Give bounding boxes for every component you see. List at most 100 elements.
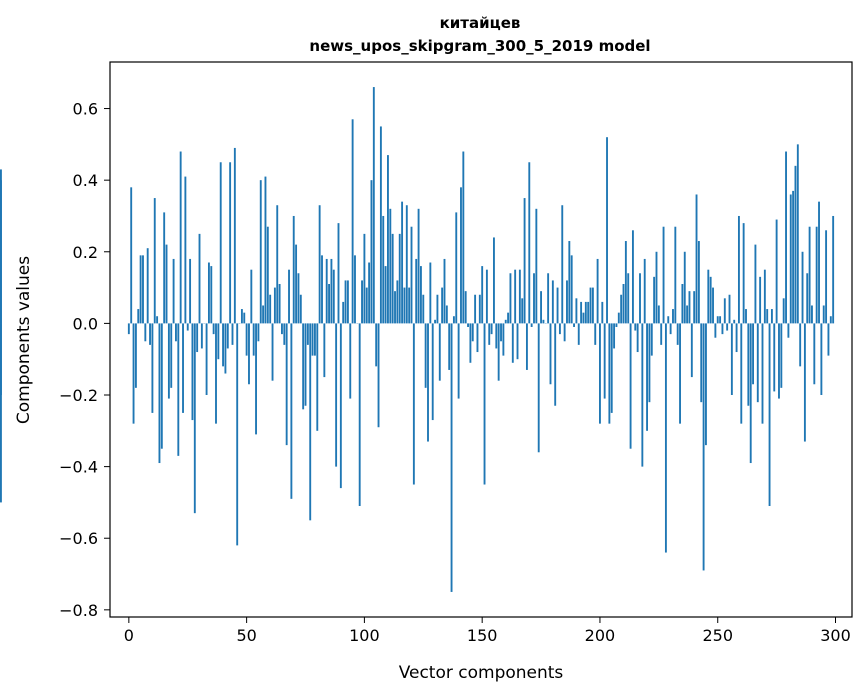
bar bbox=[415, 258, 418, 324]
bar bbox=[368, 262, 371, 324]
y-tick-label: 0.0 bbox=[73, 314, 98, 333]
bar bbox=[815, 226, 818, 324]
bar bbox=[587, 301, 590, 324]
x-axis-ticks: 0 50 100 150 200 250 300 bbox=[124, 617, 851, 645]
bar bbox=[716, 316, 719, 324]
bar bbox=[321, 255, 323, 324]
bar bbox=[775, 219, 778, 324]
bar bbox=[667, 316, 670, 324]
bar bbox=[127, 323, 130, 335]
bar bbox=[422, 294, 425, 324]
bar bbox=[756, 323, 759, 403]
bar bbox=[485, 269, 488, 324]
bar bbox=[528, 162, 531, 324]
bar bbox=[662, 226, 665, 324]
bar bbox=[299, 294, 302, 324]
bar bbox=[707, 269, 710, 324]
bar bbox=[540, 291, 542, 324]
bar bbox=[650, 323, 653, 356]
bar bbox=[177, 323, 180, 456]
bar bbox=[770, 309, 773, 324]
bar bbox=[358, 323, 361, 506]
bar bbox=[742, 223, 745, 324]
bar bbox=[749, 323, 752, 464]
bar bbox=[547, 273, 550, 324]
bar bbox=[281, 323, 283, 335]
bar bbox=[634, 323, 637, 331]
bar bbox=[434, 319, 436, 324]
bar bbox=[295, 244, 298, 324]
bar bbox=[160, 323, 163, 449]
bar bbox=[782, 298, 785, 324]
bar bbox=[306, 323, 309, 345]
bar bbox=[252, 323, 255, 356]
x-tick-label: 100 bbox=[349, 626, 380, 645]
bar bbox=[566, 280, 568, 324]
bar bbox=[354, 255, 356, 324]
y-tick-label: −0.4 bbox=[59, 458, 98, 477]
bar bbox=[163, 212, 166, 324]
bar bbox=[165, 244, 168, 324]
bar bbox=[596, 258, 599, 324]
bar bbox=[346, 280, 349, 324]
bar bbox=[224, 323, 227, 374]
bar bbox=[822, 305, 825, 324]
bar bbox=[365, 287, 368, 324]
bar bbox=[705, 323, 707, 446]
bar bbox=[278, 284, 281, 324]
x-axis-label: Vector components bbox=[399, 663, 564, 683]
bar bbox=[537, 323, 540, 453]
bar bbox=[342, 301, 345, 324]
bar bbox=[304, 323, 307, 406]
bar bbox=[403, 287, 406, 324]
bar bbox=[599, 323, 601, 424]
bar bbox=[483, 323, 486, 485]
bar bbox=[142, 255, 144, 324]
bar bbox=[436, 294, 439, 324]
bar bbox=[832, 215, 835, 324]
bar bbox=[186, 323, 189, 331]
bar bbox=[156, 316, 159, 324]
bar bbox=[509, 273, 512, 324]
bar bbox=[620, 294, 623, 324]
bar bbox=[674, 226, 677, 324]
bar bbox=[752, 323, 754, 385]
bar bbox=[316, 323, 319, 431]
bar bbox=[613, 323, 616, 349]
bar bbox=[813, 323, 816, 385]
bar bbox=[740, 323, 743, 424]
bar bbox=[335, 323, 338, 467]
bar bbox=[189, 258, 192, 324]
bar bbox=[158, 323, 161, 464]
bar bbox=[568, 241, 571, 324]
bar bbox=[248, 323, 250, 385]
bar bbox=[153, 198, 156, 324]
bar bbox=[580, 301, 583, 324]
bar bbox=[577, 323, 580, 345]
bar bbox=[363, 233, 366, 324]
bar bbox=[332, 269, 335, 324]
bar bbox=[233, 147, 236, 324]
bar bbox=[243, 312, 246, 324]
bars-group bbox=[0, 87, 835, 592]
bar bbox=[212, 323, 215, 335]
bar bbox=[493, 237, 495, 324]
bar bbox=[495, 323, 498, 349]
bar bbox=[737, 215, 740, 324]
bar bbox=[460, 187, 462, 324]
bar bbox=[328, 284, 330, 324]
y-tick-label: −0.6 bbox=[59, 529, 98, 548]
bar bbox=[556, 287, 559, 324]
bar bbox=[648, 323, 651, 403]
bar bbox=[801, 251, 804, 324]
bar bbox=[514, 269, 517, 324]
bar bbox=[535, 208, 538, 324]
bar bbox=[820, 323, 823, 395]
bar bbox=[504, 319, 507, 324]
bar bbox=[780, 323, 783, 388]
bar bbox=[0, 323, 2, 503]
bar bbox=[754, 244, 757, 324]
bar bbox=[697, 241, 700, 324]
bar bbox=[627, 273, 630, 324]
y-tick-label: 0.2 bbox=[73, 243, 98, 262]
